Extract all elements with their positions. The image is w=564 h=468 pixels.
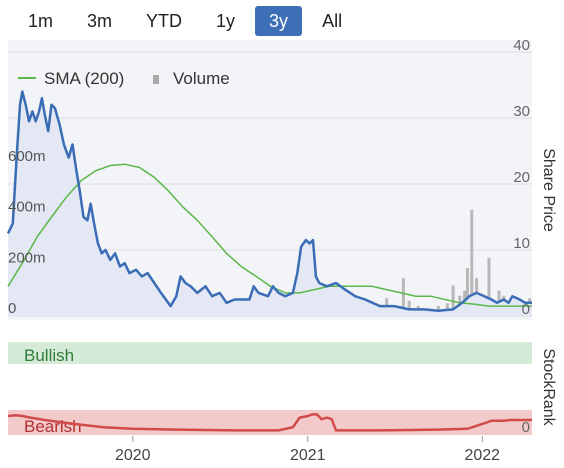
stockrank-axis: 0: [522, 419, 530, 436]
date-axis: 2020 2021 2022: [115, 436, 500, 464]
volume-tick-label: 600m: [8, 148, 46, 165]
bullish-band: [8, 342, 532, 364]
volume-bar: [465, 267, 469, 316]
price-tick-label: 20: [513, 169, 530, 186]
price-area: [8, 91, 532, 316]
bearish-label: Bearish: [24, 417, 82, 436]
range-button-ytd[interactable]: YTD: [132, 6, 196, 36]
volume-bar: [470, 209, 474, 316]
volume-tick-label: 200m: [8, 249, 46, 266]
x-tick-label: 2021: [290, 447, 326, 464]
price-tick-label: 30: [513, 103, 530, 120]
sma-legend-label: SMA (200): [44, 69, 124, 88]
stockrank-tick-label: 0: [522, 419, 530, 436]
share-price-axis: 40 30 20 10 0: [513, 37, 530, 318]
range-button-1m[interactable]: 1m: [14, 6, 67, 36]
stockrank-axis-label: StockRank: [540, 348, 557, 426]
volume-axis: 600m 400m 200m 0: [8, 148, 46, 317]
range-selector: 1m 3m YTD 1y 3y All: [14, 6, 356, 36]
stockrank-line: [7, 413, 532, 432]
sma-200-line: [7, 163, 532, 307]
x-tick-label: 2020: [115, 447, 151, 464]
share-price-axis-label: Share Price: [540, 148, 557, 232]
price-tick-label: 0: [522, 301, 530, 318]
volume-legend-swatch: [153, 75, 159, 84]
volume-bar: [401, 278, 405, 316]
x-tick-label: 2022: [464, 447, 500, 464]
range-button-all[interactable]: All: [308, 6, 356, 36]
share-price-line: [6, 90, 532, 312]
volume-tick-label: 400m: [8, 199, 46, 216]
range-button-1y[interactable]: 1y: [202, 6, 249, 36]
price-tick-label: 10: [513, 235, 530, 252]
volume-bar: [487, 257, 491, 316]
volume-legend-label: Volume: [173, 69, 230, 88]
range-button-3y[interactable]: 3y: [255, 6, 303, 36]
bullish-label: Bullish: [24, 346, 74, 365]
volume-tick-label: 0: [8, 300, 16, 317]
range-button-3m[interactable]: 3m: [73, 6, 126, 36]
price-tick-label: 40: [513, 37, 530, 54]
chart-legend: SMA (200) Volume: [18, 69, 230, 88]
